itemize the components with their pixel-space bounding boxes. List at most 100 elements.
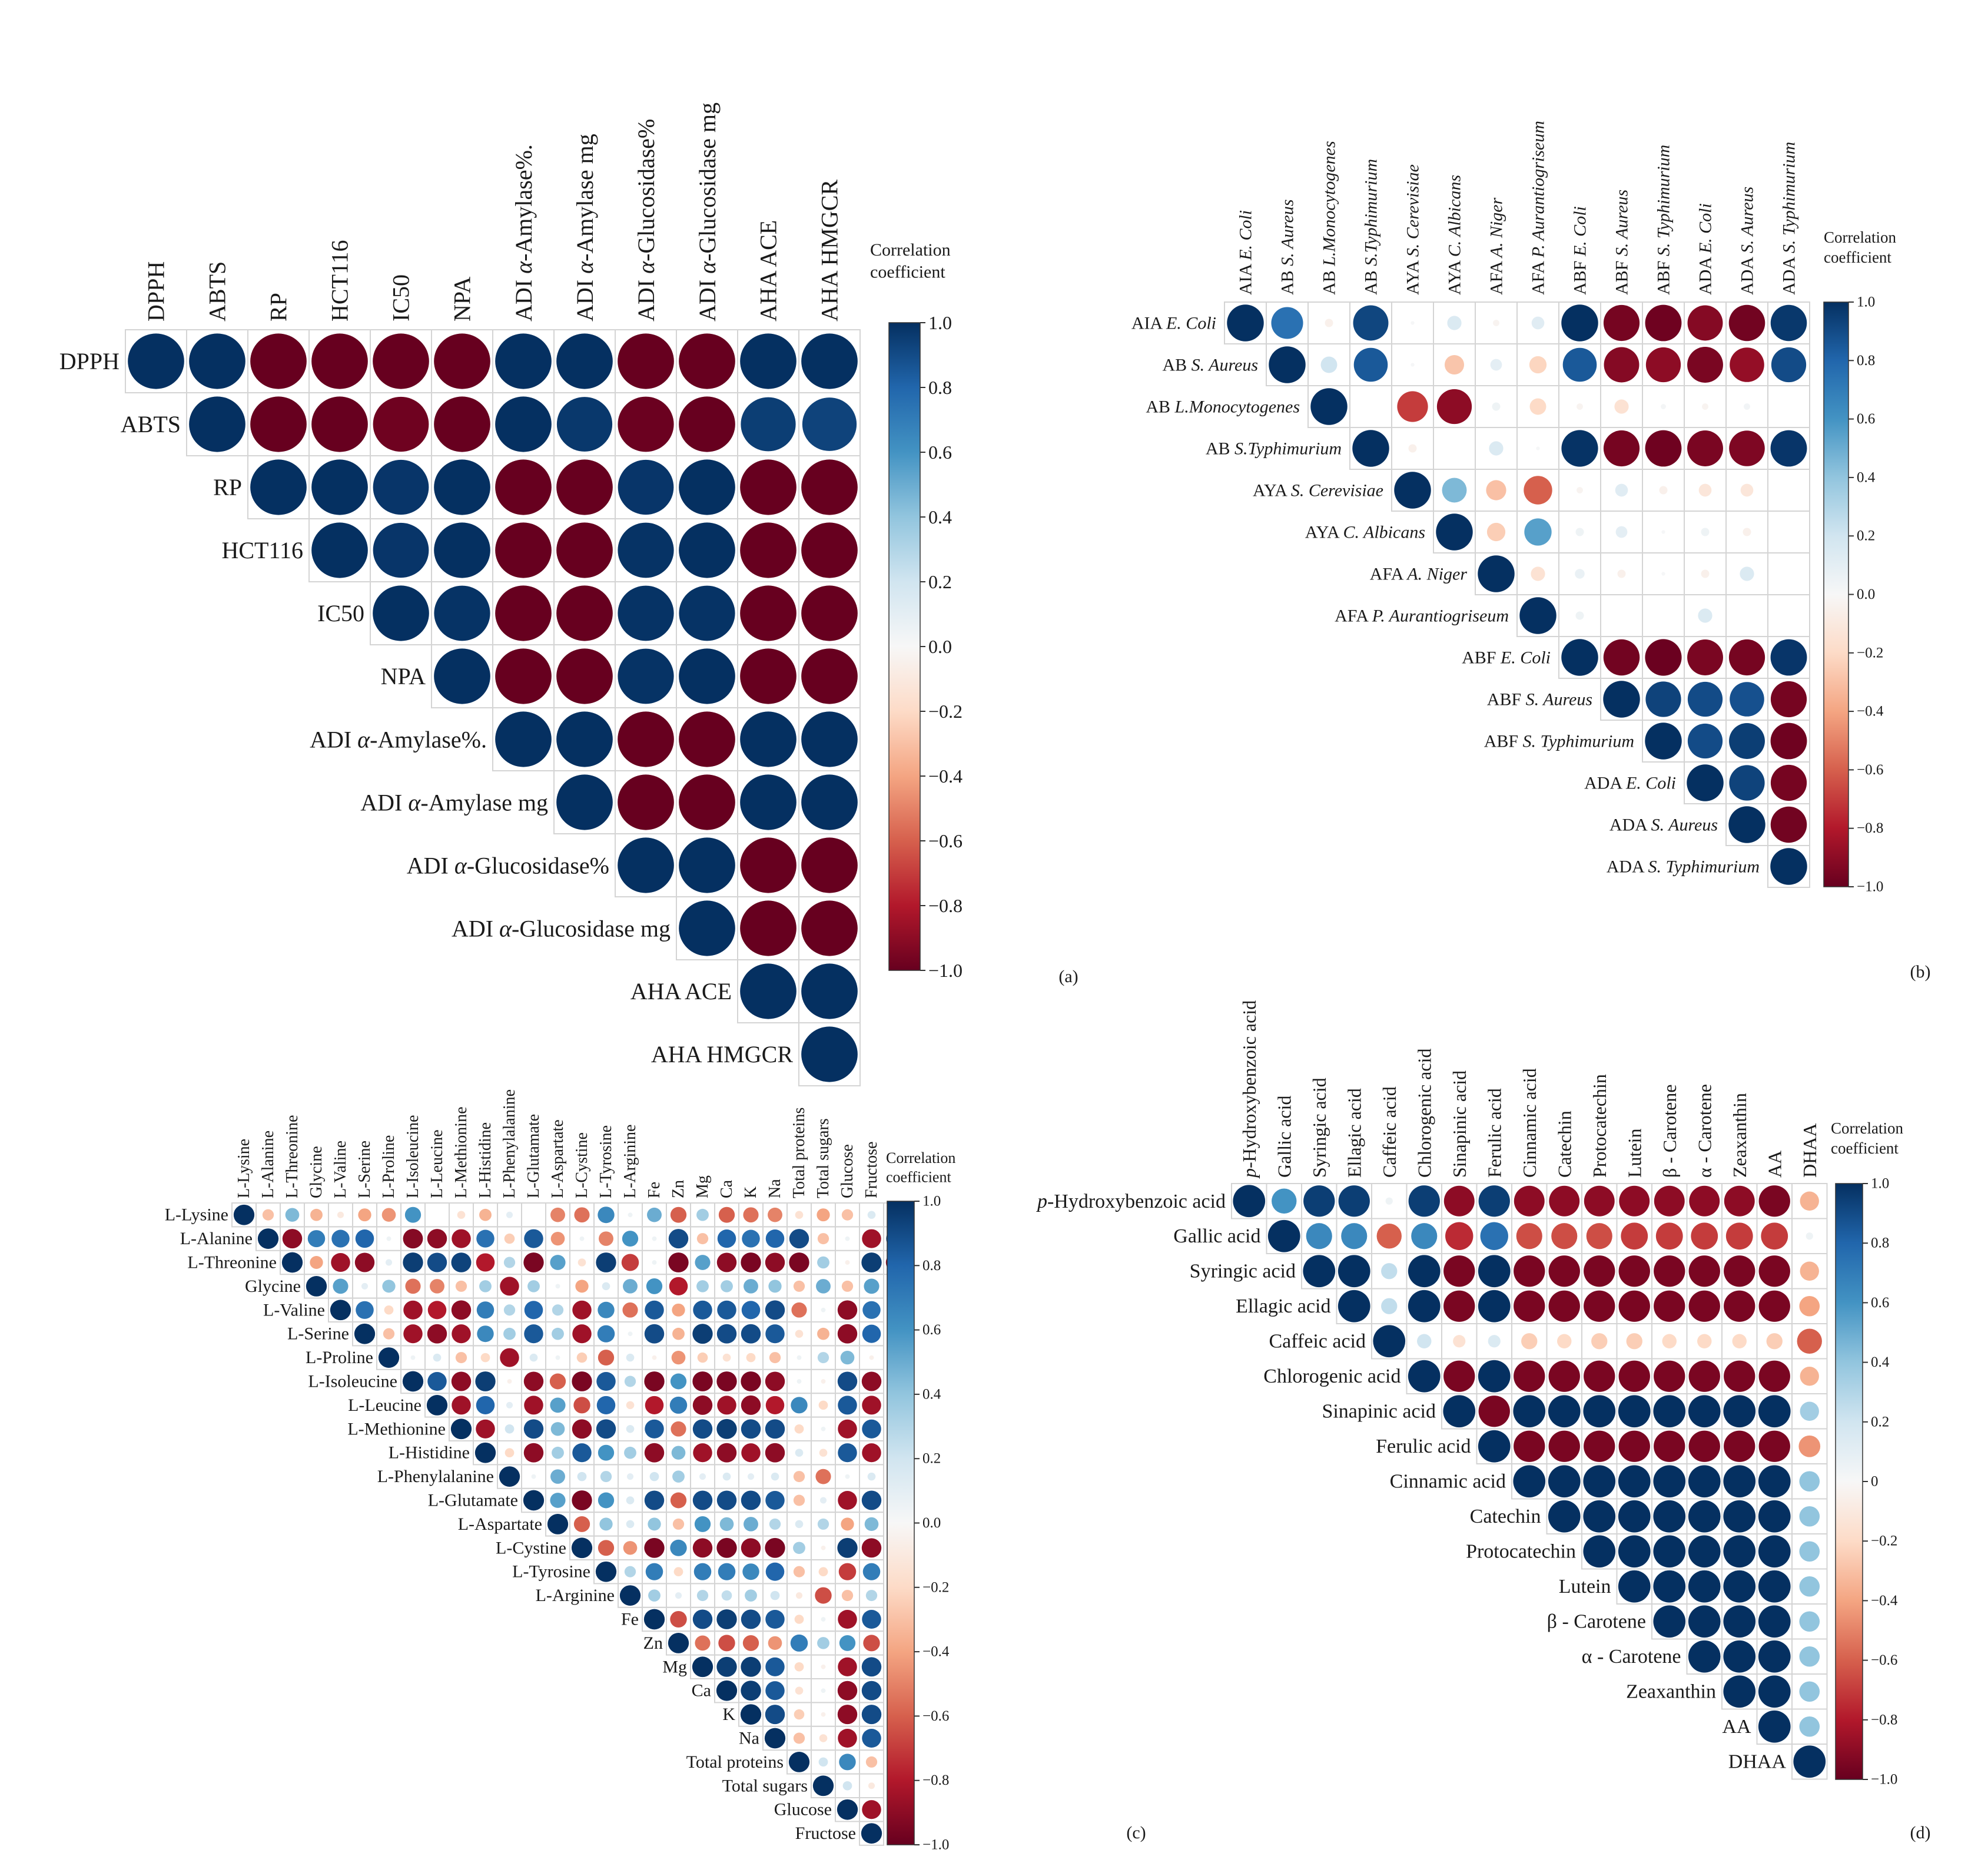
- column-label: Glucose: [838, 1144, 857, 1198]
- correlation-mark: [1269, 346, 1306, 383]
- correlation-mark: [556, 397, 613, 452]
- correlation-mark: [741, 1419, 761, 1439]
- correlation-mark: [840, 1350, 855, 1365]
- correlation-mark: [1799, 1541, 1820, 1562]
- correlation-mark: [1723, 1465, 1756, 1498]
- column-label: L-Arginine: [621, 1125, 639, 1198]
- correlation-mark: [819, 1734, 828, 1742]
- correlation-mark: [285, 1208, 300, 1222]
- correlation-mark: [1688, 1290, 1720, 1322]
- column-label: Caffeic acid: [1379, 1086, 1400, 1178]
- correlation-mark: [1698, 608, 1713, 623]
- correlation-mark: [626, 1425, 635, 1433]
- correlation-mark: [672, 1303, 685, 1317]
- correlation-mark: [1698, 483, 1712, 497]
- correlation-mark: [1603, 681, 1640, 718]
- correlation-mark: [624, 1566, 636, 1577]
- correlation-mark: [547, 1514, 569, 1534]
- correlation-mark: [354, 1323, 376, 1344]
- correlation-mark: [503, 1304, 516, 1316]
- legend-title: Correlation: [870, 240, 951, 260]
- correlation-mark: [717, 1396, 736, 1415]
- correlation-mark: [1411, 363, 1415, 367]
- correlation-mark: [434, 522, 490, 578]
- correlation-mark: [789, 1252, 809, 1272]
- correlation-mark: [1583, 1395, 1616, 1428]
- correlation-mark: [721, 1590, 732, 1601]
- correlation-mark: [845, 1236, 850, 1241]
- correlation-mark: [1531, 316, 1545, 330]
- correlation-mark: [1493, 320, 1499, 326]
- correlation-mark: [1688, 1535, 1721, 1568]
- column-label: ADI α-Glucosidase%: [633, 119, 659, 321]
- correlation-mark: [817, 1352, 829, 1364]
- grid-cell: [859, 1821, 884, 1846]
- correlation-mark: [1758, 1430, 1790, 1462]
- colorbar-tick-label: 1.0: [1871, 1176, 1889, 1192]
- correlation-mark: [801, 900, 858, 956]
- column-label: Fe: [645, 1182, 663, 1198]
- correlation-mark: [692, 1656, 713, 1678]
- correlation-mark: [794, 1424, 804, 1434]
- column-label: NPA: [449, 277, 476, 321]
- correlation-mark: [373, 522, 429, 578]
- correlation-mark: [1771, 347, 1807, 383]
- colorbar-tick-label: 1.0: [928, 312, 952, 333]
- correlation-mark: [679, 711, 735, 767]
- correlation-mark: [524, 1324, 543, 1344]
- panel-a-correlation-matrix: DPPH ABTS RP HCT116 IC50 NPA ADI α-Amylase%. AD…: [59, 102, 1078, 1086]
- correlation-mark: [861, 1705, 882, 1725]
- correlation-mark: [1687, 681, 1723, 717]
- row-label: AYA S. Cerevisiae: [1253, 480, 1383, 500]
- correlation-mark: [618, 522, 674, 578]
- column-label: L-Lysine: [235, 1139, 253, 1198]
- legend-title: coefficient: [1824, 248, 1891, 266]
- correlation-mark: [455, 1280, 467, 1292]
- correlation-mark: [1723, 1535, 1756, 1568]
- correlation-mark: [845, 1260, 850, 1265]
- row-label: Protocatechin: [1466, 1540, 1576, 1562]
- correlation-mark: [626, 1520, 635, 1529]
- correlation-mark: [679, 396, 735, 452]
- correlation-mark: [474, 1442, 496, 1463]
- correlation-mark: [1687, 430, 1723, 466]
- correlation-mark: [556, 459, 613, 515]
- correlation-mark: [571, 1537, 593, 1559]
- correlation-mark: [385, 1259, 393, 1266]
- correlation-mark: [695, 1635, 711, 1651]
- correlation-mark: [628, 1331, 633, 1337]
- correlation-mark: [696, 1280, 709, 1292]
- correlation-mark: [669, 1396, 688, 1414]
- correlation-mark: [1411, 1223, 1438, 1249]
- correlation-mark: [838, 1728, 857, 1748]
- column-label: Total sugars: [814, 1118, 832, 1198]
- column-label: Cinnamic acid: [1519, 1068, 1540, 1178]
- correlation-mark: [862, 1324, 881, 1343]
- correlation-mark: [768, 1636, 782, 1650]
- correlation-mark: [838, 1490, 857, 1510]
- correlation-mark: [741, 1538, 761, 1558]
- correlation-mark: [793, 1732, 805, 1744]
- correlation-mark: [837, 1324, 858, 1344]
- row-label: L-Arginine: [536, 1586, 615, 1605]
- column-label: L-Serine: [356, 1141, 374, 1198]
- correlation-mark: [815, 1469, 831, 1484]
- correlation-mark: [1478, 1360, 1511, 1393]
- correlation-mark: [1770, 430, 1807, 467]
- correlation-mark: [1798, 1435, 1821, 1457]
- correlation-mark: [573, 1397, 590, 1414]
- correlation-mark: [499, 1466, 520, 1487]
- correlation-mark: [861, 1823, 882, 1844]
- correlation-mark: [644, 1490, 665, 1510]
- correlation-mark: [257, 1228, 279, 1249]
- correlation-mark: [1408, 1290, 1441, 1323]
- column-label: ADA S. Aureus: [1737, 187, 1757, 295]
- correlation-mark: [527, 1280, 540, 1292]
- colorbar-tick-label: 0.2: [922, 1451, 941, 1467]
- correlation-mark: [1618, 1500, 1651, 1533]
- correlation-mark: [741, 1490, 761, 1510]
- correlation-mark: [789, 1229, 809, 1249]
- grid-cell: [1600, 594, 1643, 637]
- correlation-mark: [765, 1562, 785, 1581]
- correlation-mark: [410, 1355, 416, 1360]
